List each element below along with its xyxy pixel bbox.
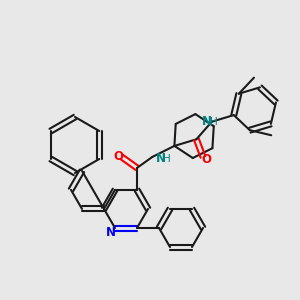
Text: N: N: [202, 115, 212, 128]
Text: N: N: [106, 226, 116, 238]
Text: O: O: [201, 153, 211, 167]
Text: O: O: [114, 150, 124, 164]
Text: H: H: [210, 117, 218, 127]
Text: N: N: [155, 152, 165, 165]
Text: H: H: [163, 154, 170, 164]
